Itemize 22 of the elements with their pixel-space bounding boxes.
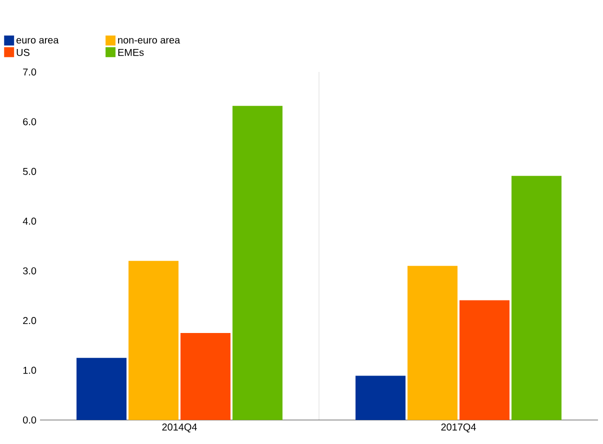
legend-label: non-euro area xyxy=(118,38,180,44)
bar xyxy=(460,300,510,420)
bar xyxy=(232,106,282,420)
bar xyxy=(511,176,562,420)
y-tick-label: 0.0 xyxy=(23,416,36,424)
y-tick-label: 3.0 xyxy=(23,267,36,274)
bar xyxy=(128,260,179,420)
legend-label: euro area xyxy=(16,38,59,44)
bar xyxy=(408,266,458,420)
y-tick-label: 2.0 xyxy=(23,317,36,324)
legend-label: US xyxy=(16,48,30,56)
bar xyxy=(76,358,127,420)
y-tick-label: 1.0 xyxy=(23,366,36,374)
x-tick-label: 2017Q4 xyxy=(441,424,476,432)
y-tick-label: 4.0 xyxy=(22,218,36,225)
legend-label: EMEs xyxy=(118,48,144,56)
y-tick-label: 6.0 xyxy=(23,118,36,126)
bar xyxy=(356,376,406,420)
bar xyxy=(180,333,230,420)
y-tick-label: 7.0 xyxy=(23,68,36,76)
y-tick-label: 5.0 xyxy=(23,168,36,175)
x-tick-label: 2014Q4 xyxy=(162,424,197,432)
